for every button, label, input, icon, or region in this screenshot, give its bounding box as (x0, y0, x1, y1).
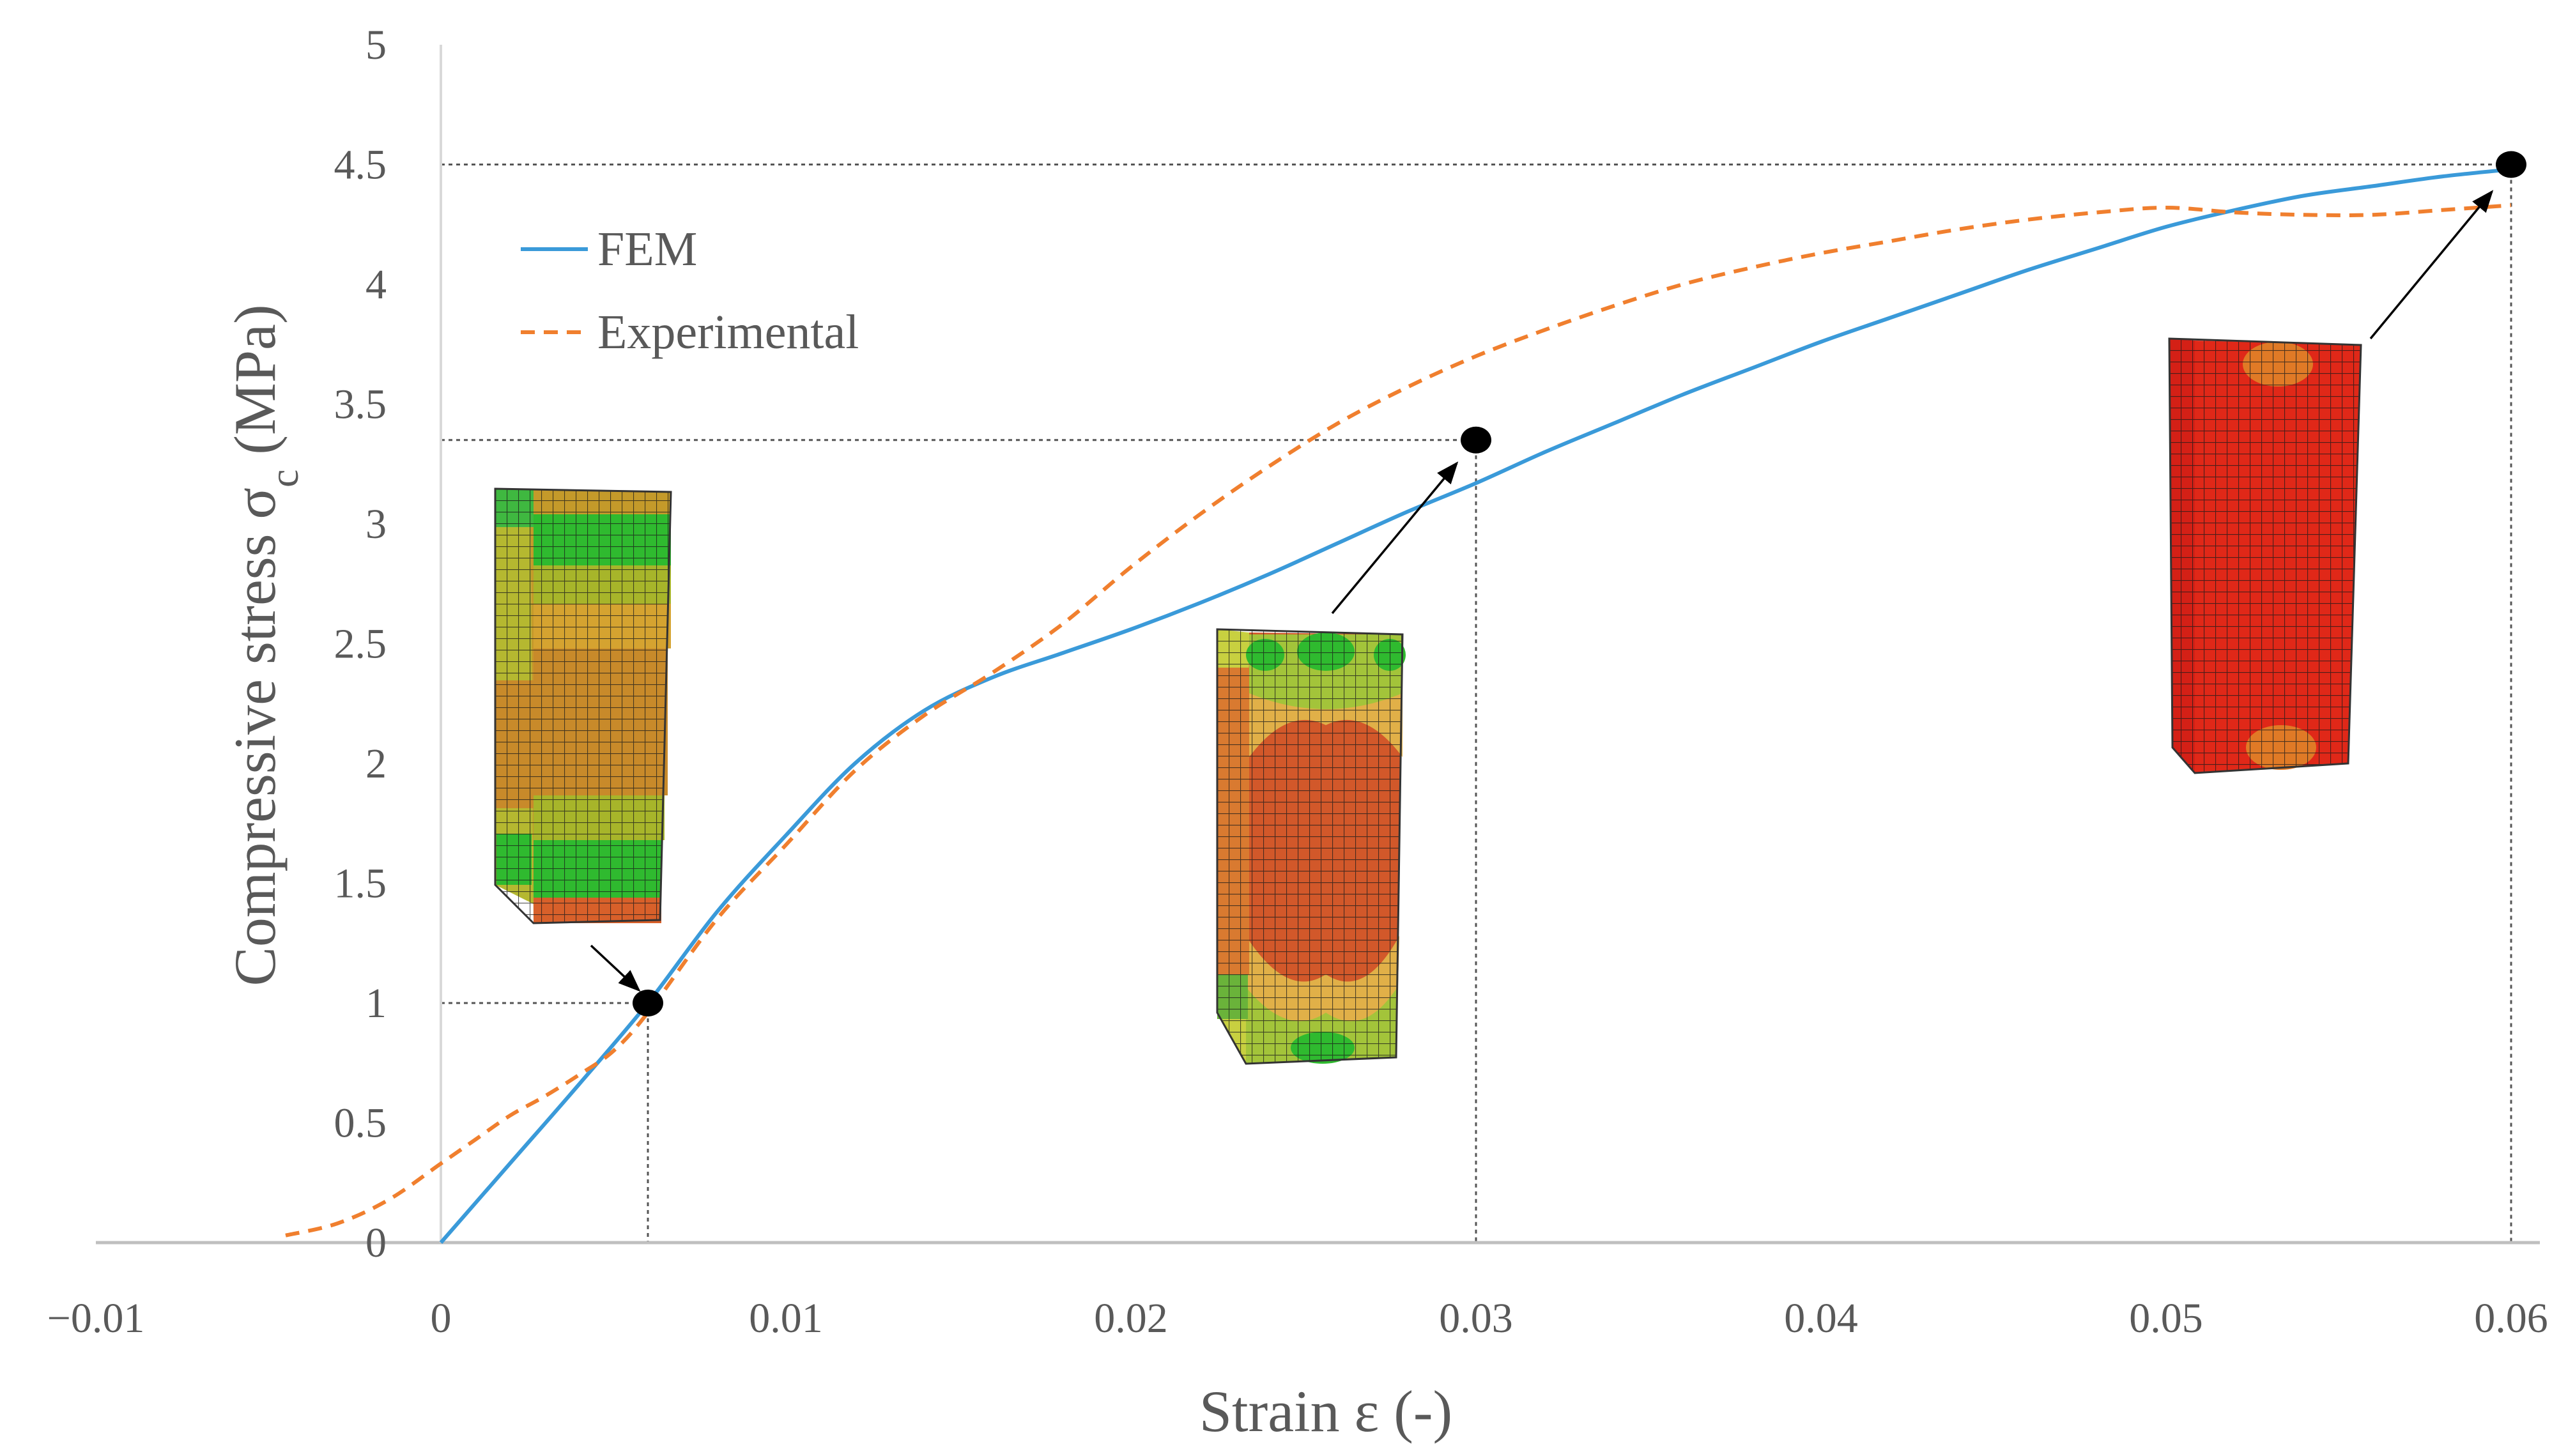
fem-mesh-deformed-high-strain (2168, 337, 2362, 774)
highlight-markers (633, 151, 2526, 1016)
series-line-fem (439, 167, 2512, 1244)
legend-label-fem: FEM (597, 222, 697, 276)
y-tick-label: 0.5 (334, 1100, 387, 1147)
fem-mesh-deformed-low-strain (494, 487, 672, 924)
x-tick-label: 0.06 (2474, 1295, 2548, 1342)
x-tick-label: 0.03 (1439, 1295, 1513, 1342)
arrow-low-strain (590, 944, 641, 992)
x-tick-label: 0.01 (749, 1295, 823, 1342)
x-tick-label: 0 (431, 1295, 452, 1342)
y-tick-label: 1 (365, 980, 387, 1027)
arrow-high-strain (2369, 190, 2494, 340)
y-axis-title-subscript: c (261, 470, 307, 487)
inset-arrows (590, 190, 2494, 992)
y-tick-label: 4.5 (334, 142, 387, 188)
data-point-marker (2496, 151, 2526, 178)
y-tick-label: 2 (365, 740, 387, 787)
y-tick-label: 0 (365, 1220, 387, 1266)
y-axis-title-main: Compressive stress σ (222, 487, 288, 986)
x-tick-label: 0.04 (1784, 1295, 1858, 1342)
series-line-experimental (285, 203, 2512, 1238)
y-tick-label: 2.5 (334, 621, 387, 668)
x-tick-label: 0.02 (1094, 1295, 1168, 1342)
y-tick-labels: 0 0.5 1 1.5 2 2.5 3 3.5 4 4.5 5 (334, 22, 387, 1266)
y-axis-title: Compressive stress σc (MPa) (222, 305, 307, 986)
y-tick-label: 1.5 (334, 861, 387, 907)
marker-guide-lines (441, 164, 2512, 1243)
x-tick-label: −0.01 (47, 1295, 145, 1342)
x-axis-title: Strain ε (-) (1199, 1379, 1452, 1444)
data-point-marker (1461, 426, 1491, 454)
y-tick-label: 3 (365, 501, 387, 548)
y-tick-label: 3.5 (334, 381, 387, 428)
data-series (285, 167, 2512, 1244)
legend: FEM Experimental (521, 222, 859, 359)
y-tick-label: 5 (365, 22, 387, 68)
arrow-mid-strain (1331, 461, 1459, 615)
x-tick-label: 0.05 (2129, 1295, 2203, 1342)
data-point-marker (633, 990, 663, 1016)
y-axis-title-unit: (MPa) (222, 305, 288, 470)
legend-label-experimental: Experimental (597, 305, 859, 359)
fem-mesh-deformed-mid-strain (1216, 628, 1406, 1065)
x-tick-labels: −0.01 0 0.01 0.02 0.03 0.04 0.05 0.06 (47, 1295, 2548, 1342)
y-tick-label: 4 (365, 261, 387, 308)
